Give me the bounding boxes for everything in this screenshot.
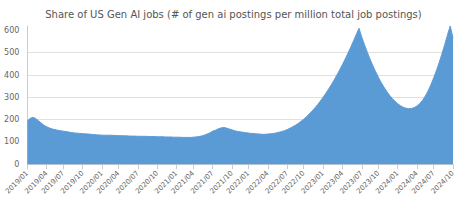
svg-text:100: 100	[4, 137, 19, 146]
svg-text:Share of US Gen AI jobs (# of: Share of US Gen AI jobs (# of gen ai pos…	[45, 9, 422, 20]
svg-text:2019/01: 2019/01	[4, 169, 31, 196]
svg-text:2019/07: 2019/07	[39, 169, 67, 196]
svg-text:2021/07: 2021/07	[189, 169, 216, 196]
svg-text:2024/10: 2024/10	[430, 169, 456, 195]
svg-text:2020/07: 2020/07	[114, 169, 141, 196]
svg-text:300: 300	[4, 93, 19, 102]
svg-text:2020/10: 2020/10	[133, 169, 161, 196]
svg-text:2023/04: 2023/04	[319, 169, 346, 196]
svg-text:2023/10: 2023/10	[355, 169, 382, 196]
svg-text:2022/04: 2022/04	[244, 169, 271, 196]
svg-text:600: 600	[4, 26, 19, 35]
svg-text:2021/10: 2021/10	[208, 169, 235, 196]
svg-text:2021/01: 2021/01	[153, 169, 180, 196]
svg-text:2023/07: 2023/07	[338, 169, 365, 196]
svg-text:2023/01: 2023/01	[299, 169, 326, 196]
svg-text:2024/04: 2024/04	[393, 169, 420, 196]
svg-text:2019/10: 2019/10	[59, 169, 86, 196]
svg-text:2019/04: 2019/04	[23, 169, 50, 196]
svg-text:2022/10: 2022/10	[280, 169, 307, 196]
svg-text:2024/01: 2024/01	[374, 169, 401, 196]
svg-text:400: 400	[4, 71, 19, 80]
svg-text:2022/01: 2022/01	[225, 169, 252, 196]
svg-text:2020/04: 2020/04	[95, 169, 122, 196]
svg-text:2021/04: 2021/04	[169, 169, 196, 196]
svg-text:2022/07: 2022/07	[263, 169, 290, 196]
svg-text:0: 0	[14, 160, 19, 169]
svg-text:500: 500	[4, 48, 19, 57]
svg-text:200: 200	[4, 115, 19, 124]
svg-text:2020/01: 2020/01	[78, 169, 105, 196]
svg-text:2024/07: 2024/07	[410, 169, 437, 196]
